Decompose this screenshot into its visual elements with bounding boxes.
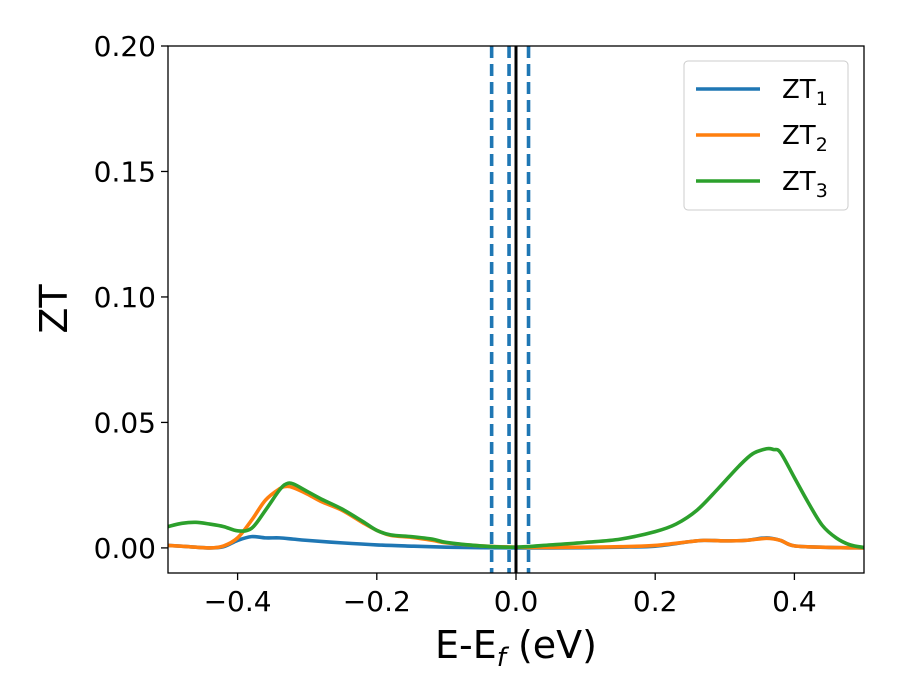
x-tick-label: −0.4 <box>204 585 272 618</box>
reference-lines <box>489 46 531 573</box>
x-axis-title-unit: (eV) <box>506 623 597 667</box>
series-layer <box>168 446 864 550</box>
y-tick-label: 0.20 <box>94 30 156 63</box>
y-axis-title: ZT <box>32 284 76 334</box>
y-tick-label: 0.15 <box>94 155 156 188</box>
legend-label-zt2: ZT2 <box>782 121 828 156</box>
y-tick-label: 0.10 <box>94 281 156 314</box>
x-axis: −0.4 −0.2 0.0 0.2 0.4 <box>204 573 817 618</box>
x-tick-label: −0.2 <box>343 585 411 618</box>
y-tick-label: 0.05 <box>94 406 156 439</box>
legend-label-zt1: ZT1 <box>782 75 828 110</box>
series-line-zt3 <box>168 446 864 550</box>
legend: ZT1 ZT2 ZT3 <box>683 60 849 211</box>
legend-frame <box>683 60 849 211</box>
x-axis-title: E-Ef (eV) <box>435 623 597 673</box>
legend-label-zt3: ZT3 <box>782 167 828 202</box>
x-tick-label: 0.0 <box>494 585 539 618</box>
y-axis: 0.00 0.05 0.10 0.15 0.20 <box>94 30 168 565</box>
y-tick-label: 0.00 <box>94 532 156 565</box>
x-tick-label: 0.4 <box>772 585 817 618</box>
x-tick-label: 0.2 <box>633 585 678 618</box>
